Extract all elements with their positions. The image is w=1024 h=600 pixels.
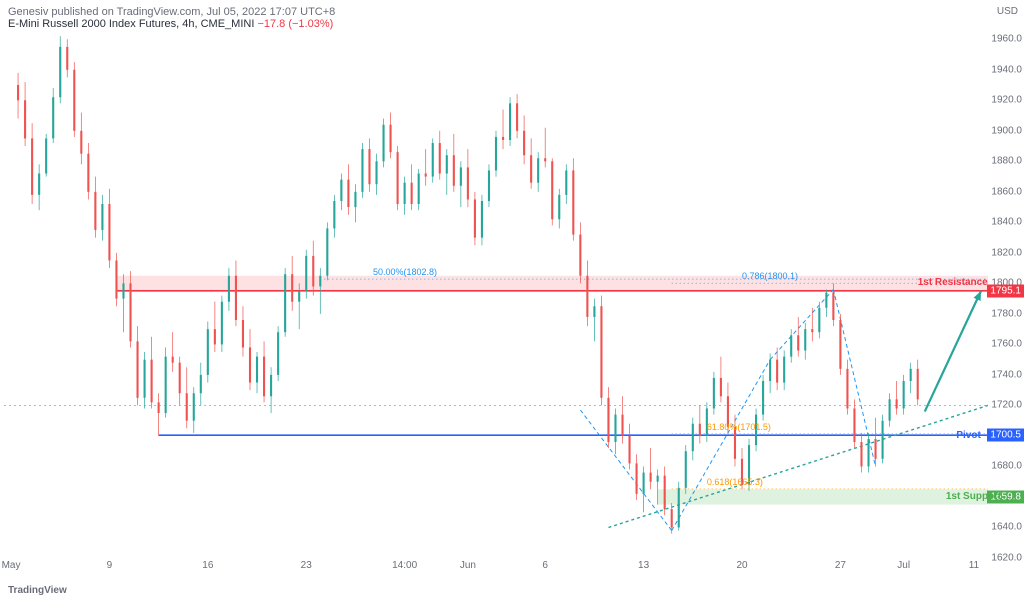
x-tick: 9 xyxy=(107,560,113,571)
x-tick: May xyxy=(2,560,21,571)
chart-label: Pivot xyxy=(956,430,980,441)
chart-label: 1st Support xyxy=(946,491,1002,502)
tradingview-watermark: TradingView xyxy=(8,585,67,596)
x-tick: 23 xyxy=(301,560,312,571)
y-tick: 1940.0 xyxy=(991,64,1022,75)
y-tick: 1620.0 xyxy=(991,553,1022,564)
y-tick: 1820.0 xyxy=(991,247,1022,258)
y-axis-currency: USD xyxy=(997,6,1018,17)
x-tick: 6 xyxy=(542,560,548,571)
chart-label: 1st Resistance xyxy=(918,277,988,288)
y-axis: 1620.01640.01660.01680.01700.01720.01740… xyxy=(988,24,1024,558)
x-tick: Jun xyxy=(460,560,476,571)
x-tick: 11 xyxy=(969,560,979,571)
price-tag: 1795.1 xyxy=(987,284,1024,297)
y-tick: 1640.0 xyxy=(991,522,1022,533)
y-tick: 1680.0 xyxy=(991,461,1022,472)
y-tick: 1900.0 xyxy=(991,125,1022,136)
x-tick: 16 xyxy=(202,560,213,571)
published-on: published on TradingView.com, xyxy=(51,6,206,18)
x-tick: 14:00 xyxy=(392,560,417,571)
y-tick: 1880.0 xyxy=(991,156,1022,167)
y-tick: 1780.0 xyxy=(991,308,1022,319)
y-tick: 1760.0 xyxy=(991,339,1022,350)
y-tick: 1920.0 xyxy=(991,95,1022,106)
fib-label: 61.80%(1701.5) xyxy=(707,422,771,432)
y-tick: 1960.0 xyxy=(991,34,1022,45)
x-tick: 27 xyxy=(835,560,846,571)
y-tick: 1740.0 xyxy=(991,369,1022,380)
timestamp: Jul 05, 2022 17:07 UTC+8 xyxy=(207,6,336,18)
price-tag: 1700.5 xyxy=(987,429,1024,442)
chart-svg xyxy=(4,24,988,558)
x-axis: May 9 16 23 14:00 Jun 6 13 20 27 Jul 11 xyxy=(4,560,988,578)
fib-label: 50.00%(1802.8) xyxy=(373,267,437,277)
fib-label: 0.786(1800.1) xyxy=(742,271,798,281)
price-chart[interactable] xyxy=(4,24,988,558)
publisher: Genesiv xyxy=(8,6,48,18)
x-tick: Jul xyxy=(897,560,910,571)
y-tick: 1860.0 xyxy=(991,186,1022,197)
y-tick: 1720.0 xyxy=(991,400,1022,411)
fib-label: 0.618(1665.3) xyxy=(707,477,763,487)
x-tick: 13 xyxy=(638,560,649,571)
x-tick: 20 xyxy=(736,560,747,571)
y-tick: 1840.0 xyxy=(991,217,1022,228)
